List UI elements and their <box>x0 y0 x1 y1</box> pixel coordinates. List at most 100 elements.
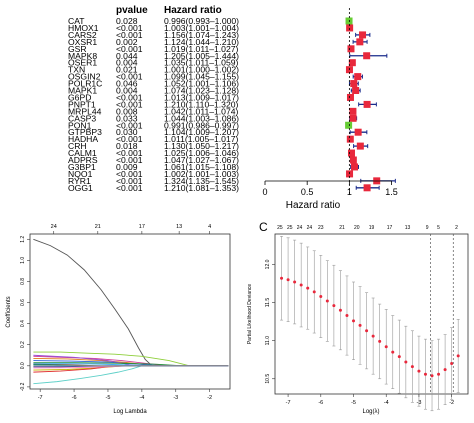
forest-row-crh: CRH 0.018 1.130(1.050–1.217) <box>68 141 369 151</box>
cv-mean-dot <box>286 278 290 282</box>
forest-row-pnpt1: PNPT1 <0.001 1.210(1.110–1.320) <box>68 99 377 109</box>
hr-marker <box>350 80 358 88</box>
cv-mean-dot <box>456 354 460 358</box>
lasso-x-tick-label: -5 <box>106 395 111 401</box>
hr-text: 1.324(1.135–1.545) <box>164 176 239 186</box>
cv-point <box>430 340 434 412</box>
cv-point <box>384 309 388 385</box>
lasso-x-tick-label: -2 <box>207 395 212 401</box>
cv-point <box>338 270 342 351</box>
gene-label: NQO1 <box>68 169 93 179</box>
cv-mean-dot <box>345 314 349 318</box>
gene-label: HADHA <box>68 134 98 144</box>
hr-marker <box>347 45 355 53</box>
cv-mean-dot <box>280 276 284 280</box>
hr-marker <box>363 184 371 192</box>
gene-label: POLR1C <box>68 79 102 89</box>
pvalue-text: <0.001 <box>116 92 143 102</box>
pvalue-text: <0.001 <box>116 72 143 82</box>
forest-row-mrpl44: MRPL44 0.008 1.042(1.011–1.074) <box>68 106 357 116</box>
gene-label: OGG1 <box>68 183 93 193</box>
hr-text: 1.002(1.001–1.003) <box>164 169 239 179</box>
gene-label: RYR1 <box>68 176 91 186</box>
lasso-y-tick-label: -0.2 <box>20 382 26 391</box>
lasso-y-label: Coefficients <box>6 296 12 327</box>
hr-marker <box>356 38 364 46</box>
coefficient-path <box>33 365 229 385</box>
cv-mean-dot <box>319 294 323 298</box>
hr-text: 1.047(1.027–1.067) <box>164 155 239 165</box>
gene-label: CASP3 <box>68 113 96 123</box>
cv-mean-dot <box>371 334 375 338</box>
coefficient-path <box>33 238 229 367</box>
lasso-x-tick-label: -3 <box>173 395 178 401</box>
cv-y-tick-label: 11.5 <box>265 298 271 308</box>
forest-row-hadha: HADHA <0.001 1.011(1.005–1.017) <box>68 134 354 144</box>
cv-axes: -7 -6 -5 -4 -3 -210.511.011.512.025 25 24 24 23 21… <box>265 225 458 406</box>
forest-row-gsr: GSR <0.001 1.019(1.011–1.027) <box>68 44 355 54</box>
forest-plot: pvalue Hazard ratio CAT 0.028 0.996(0.993–… <box>0 0 474 211</box>
forest-plot-svg: pvalue Hazard ratio CAT 0.028 0.996(0.993–… <box>68 5 398 211</box>
cv-point <box>299 242 303 328</box>
cv-top-label: 25 <box>287 225 293 231</box>
forest-row-ogg1: OGG1 <0.001 1.210(1.081–1.353) <box>68 183 380 193</box>
lasso-y-tick-label: 0.0 <box>20 362 26 369</box>
lasso-top-label: 13 <box>176 224 182 230</box>
cv-x-tick-label: -3 <box>416 400 421 406</box>
cv-point <box>437 338 441 410</box>
pvalue-text: <0.001 <box>116 148 143 158</box>
gene-label: GSR <box>68 44 87 54</box>
hr-marker <box>363 100 371 108</box>
cv-mean-dot <box>423 372 427 376</box>
cv-point <box>358 286 362 365</box>
forest-tick-label: 1 <box>347 187 352 197</box>
gene-label: G3BP1 <box>68 162 96 172</box>
cv-point <box>423 338 427 410</box>
hr-marker <box>346 93 354 101</box>
forest-row-calm1: CALM1 <0.001 1.025(1.006–1.046) <box>68 148 355 158</box>
hr-text: 1.044(1.003–1.086) <box>164 113 239 123</box>
cv-mean-dot <box>404 360 408 364</box>
hr-marker <box>356 142 364 150</box>
pvalue-text: <0.001 <box>116 183 143 193</box>
hr-text: 0.996(0.993–1.000) <box>164 16 239 26</box>
gene-label: G6PD <box>68 92 91 102</box>
cv-point <box>332 264 336 347</box>
forest-rows: CAT 0.028 0.996(0.993–1.000) HMOX1 <0.001 1.0… <box>68 16 396 193</box>
forest-row-g6pd: G6PD <0.001 1.013(1.009–1.017) <box>68 92 354 102</box>
pvalue-text: <0.001 <box>116 176 143 186</box>
gene-label: CAT <box>68 16 85 26</box>
cv-point <box>280 235 284 321</box>
cv-mean-dot <box>358 323 362 327</box>
hr-text: 1.210(1.110–1.320) <box>164 99 239 109</box>
forest-row-casp3: CASP3 0.033 1.044(1.003–1.086) <box>68 113 358 123</box>
cv-mean-dot <box>397 355 401 359</box>
pvalue-text: 0.028 <box>116 16 138 26</box>
hr-text: 1.052(1.001–1.106) <box>164 79 239 89</box>
lasso-top-label: 17 <box>139 224 145 230</box>
forest-tick-label: 1.5 <box>385 187 398 197</box>
hr-text: 1.025(1.006–1.046) <box>164 148 239 158</box>
forest-row-cars2: CARS2 <0.001 1.156(1.074–1.243) <box>68 30 371 40</box>
cv-mean-dot <box>332 304 336 308</box>
cv-mean-dot <box>293 280 297 284</box>
pvalue-text: 0.004 <box>116 58 138 68</box>
forest-row-oxsr1: OXSR1 0.002 1.124(1.044–1.210) <box>68 37 368 47</box>
gene-label: PNPT1 <box>68 99 96 109</box>
gene-label: OXSR1 <box>68 37 97 47</box>
pvalue-text: <0.001 <box>116 23 143 33</box>
pvalue-text: 0.004 <box>116 86 138 96</box>
lasso-x-tick-label: -7 <box>38 395 43 401</box>
cv-y-tick-label: 11.0 <box>265 336 271 346</box>
cv-point <box>306 246 310 330</box>
hr-marker <box>359 31 367 39</box>
hr-marker <box>347 149 355 157</box>
hr-text: 1.011(1.005–1.017) <box>164 134 239 144</box>
cv-point <box>404 325 408 399</box>
lasso-series <box>33 238 229 385</box>
pvalue-text: 0.044 <box>116 51 138 61</box>
cv-top-label: 13 <box>405 225 411 231</box>
lasso-axes: -7 -6 -5 -4 -3 -2 -0.2 0.0 0.2 0.4 0.6 0.8 1.0 1.2 24 2… <box>20 224 212 401</box>
cv-error-bars <box>280 235 460 412</box>
cv-mean-dot <box>410 365 414 369</box>
